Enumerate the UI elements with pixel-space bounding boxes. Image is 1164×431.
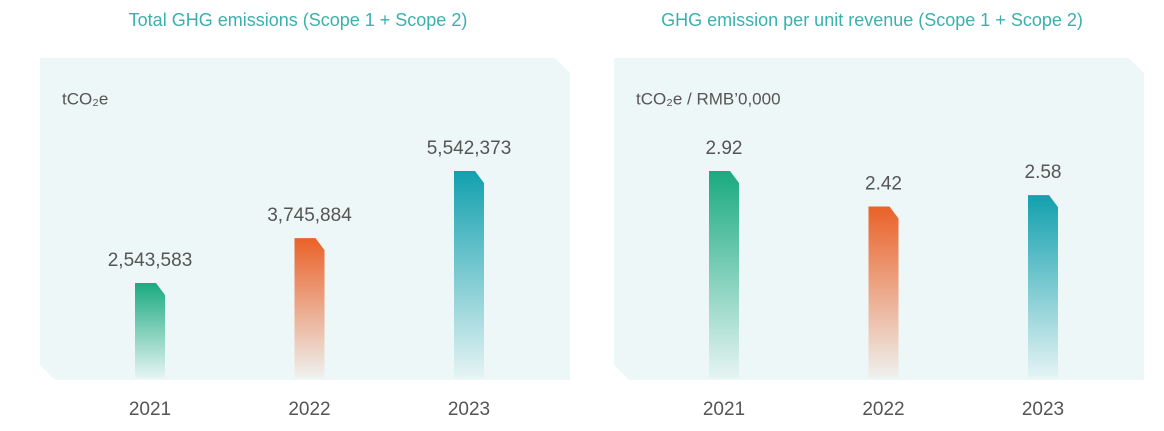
- panel: [40, 58, 570, 380]
- chart-title: Total GHG emissions (Scope 1 + Scope 2): [129, 10, 468, 30]
- x-tick-label: 2021: [703, 399, 745, 420]
- x-tick-label: 2022: [862, 399, 904, 420]
- bar: [868, 206, 899, 378]
- bar: [709, 171, 739, 378]
- value-label: 2.42: [865, 173, 902, 194]
- value-label: 2,543,583: [108, 250, 193, 271]
- chart-title: GHG emission per unit revenue (Scope 1 +…: [661, 10, 1083, 30]
- bar: [294, 238, 325, 378]
- bar: [135, 283, 165, 378]
- bar: [454, 171, 484, 378]
- x-tick-label: 2023: [1022, 399, 1064, 420]
- x-tick-label: 2023: [448, 399, 490, 420]
- x-tick-label: 2021: [129, 399, 171, 420]
- value-label: 3,745,884: [267, 205, 352, 226]
- bar: [1028, 195, 1058, 378]
- value-label: 5,542,373: [427, 138, 512, 159]
- value-label: 2.58: [1025, 162, 1062, 183]
- value-label: 2.92: [706, 138, 743, 159]
- x-tick-label: 2022: [288, 399, 330, 420]
- unit-label: tCO₂e: [62, 89, 108, 108]
- unit-label: tCO₂e / RMB’0,000: [636, 89, 781, 108]
